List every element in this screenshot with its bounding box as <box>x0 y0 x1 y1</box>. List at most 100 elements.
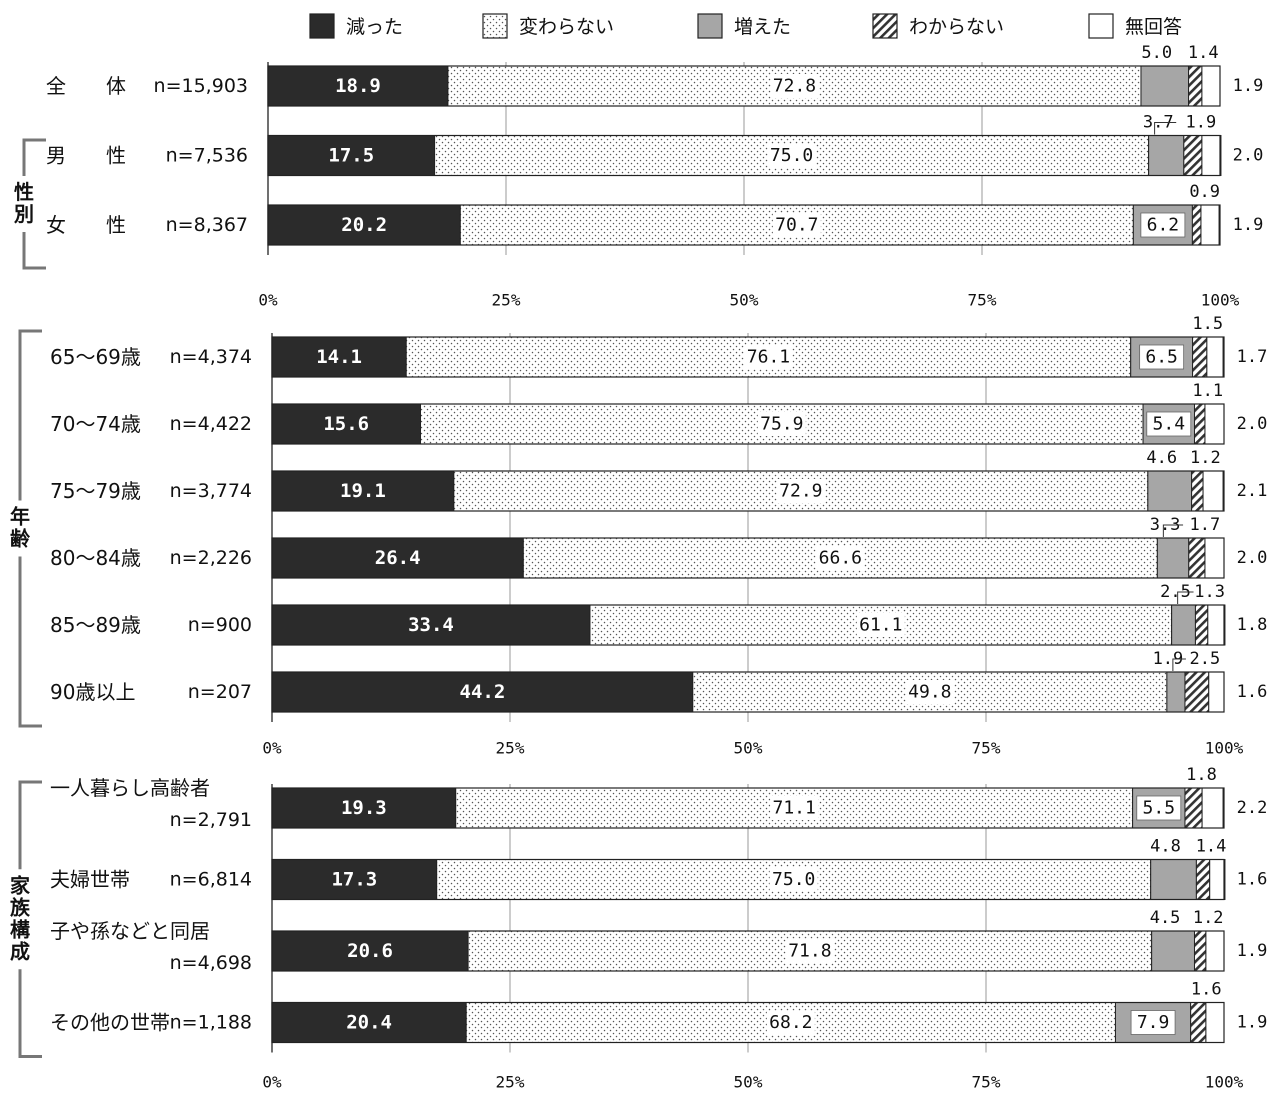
row-label: 一人暮らし高齢者 <box>50 776 210 800</box>
value-label-bg <box>770 74 819 98</box>
value-label-unchanged: 71.8 <box>788 941 831 962</box>
value-label-increased: 5.5 <box>1143 798 1176 819</box>
value-label-bg <box>1130 1010 1176 1035</box>
value-label-bg <box>1139 344 1185 370</box>
value-label-increased: 5.0 <box>1141 43 1172 63</box>
tick-label: 0% <box>262 739 282 758</box>
bar-frame <box>271 336 1225 378</box>
value-label-decreased: 18.9 <box>335 75 381 97</box>
value-label-increased: 5.4 <box>1153 414 1186 435</box>
value-label-unknown: 0.9 <box>1189 182 1220 202</box>
tick-label: 25% <box>496 739 525 758</box>
value-label-decreased: 20.4 <box>346 1012 392 1034</box>
bar-row: 子や孫などと同居 n=4,698 20.6 71.8 4.5 1.2 1.9 <box>50 908 1267 974</box>
bar-segment-no_answer <box>1201 787 1224 829</box>
value-label-no-answer: 1.9 <box>1233 215 1264 235</box>
bar-frame <box>271 671 1225 713</box>
group-bracket: 性別 <box>14 138 46 270</box>
row-label: 男 性 <box>46 144 126 168</box>
bar-row: 80～84歳 n=2,226 26.4 66.63.3 1.72.0 <box>50 515 1267 579</box>
value-label-unknown: 1.9 <box>1186 113 1217 133</box>
value-label-unknown: 1.6 <box>1191 980 1222 1000</box>
value-label-bg <box>767 143 816 168</box>
row-n: n=4,374 <box>170 346 252 368</box>
row-label: 子や孫などと同居 <box>50 919 210 943</box>
legend-label-unknown: わからない <box>909 16 1004 38</box>
bar-segment-no_answer <box>1202 470 1224 512</box>
bar-segment-unknown <box>1193 930 1207 972</box>
panel-1: 0% 25% 50% 75% 100% 全 体 n=15,903 18.9 72.8 5.0 1.4… <box>14 43 1263 310</box>
bar-segment-unknown <box>1184 671 1210 713</box>
row-label: 70～74歳 <box>50 412 141 436</box>
value-label-unchanged: 71.1 <box>772 798 815 819</box>
row-label: 75～79歳 <box>50 479 141 503</box>
tick-label: 50% <box>734 1073 763 1092</box>
row-n: n=3,774 <box>170 480 252 502</box>
group-label: 性別 <box>14 180 34 226</box>
bar-segment-unknown <box>1188 537 1206 579</box>
value-label-decreased: 33.4 <box>408 614 454 636</box>
value-label-unchanged: 72.8 <box>773 76 816 97</box>
row-n: n=900 <box>188 614 252 636</box>
row-n: n=8,367 <box>166 214 248 236</box>
value-label-unknown: 1.4 <box>1188 43 1219 63</box>
value-label-unchanged: 68.2 <box>769 1012 812 1033</box>
bar-segment-unknown <box>1191 470 1204 512</box>
tick-label: 50% <box>734 739 763 758</box>
tick-label: 75% <box>968 291 997 310</box>
bar-segment-increased <box>1166 671 1186 713</box>
bar-segment-increased <box>1156 537 1190 579</box>
value-label-no-answer: 1.6 <box>1237 682 1268 702</box>
value-label-no-answer: 1.7 <box>1237 347 1268 367</box>
value-label-unchanged: 70.7 <box>775 215 818 236</box>
leader-line <box>1177 591 1194 604</box>
value-label-bg <box>757 412 806 436</box>
group-bracket: 年齢 <box>10 329 42 728</box>
value-label-no-answer: 1.9 <box>1237 1013 1268 1033</box>
panel-3: 0% 25% 50% 75% 100% 一人暮らし高齢者 n=2,791 19.3 71.1 5.… <box>10 765 1267 1092</box>
bar-segment-unknown <box>1195 859 1211 900</box>
value-label-increased: 2.5 <box>1160 582 1191 602</box>
legend-label-increased: 増えた <box>734 16 791 38</box>
row-label: 全 体 <box>46 74 126 98</box>
tick-label: 75% <box>972 739 1001 758</box>
value-label-decreased: 44.2 <box>460 681 506 703</box>
group-label: 家族構成 <box>10 873 31 963</box>
bar-row: 男 性 n=7,536 17.5 75.03.7 1.92.0 <box>46 113 1264 177</box>
bracket-line <box>18 780 42 870</box>
bar-frame <box>271 604 1225 646</box>
bar-row: 女 性 n=8,367 20.2 70.7 6.2 0.9 1.9 <box>46 182 1264 246</box>
tick-label: 100% <box>1205 1073 1244 1092</box>
row-label: 90歳以上 <box>50 680 135 704</box>
row-label: その他の世帯 <box>50 1011 170 1035</box>
value-label-unchanged: 72.9 <box>779 481 822 502</box>
value-label-bg <box>776 479 825 503</box>
value-label-decreased: 17.3 <box>331 869 377 891</box>
value-label-bg <box>1136 795 1182 821</box>
value-label-increased: 4.6 <box>1146 448 1177 468</box>
row-n: n=2,791 <box>170 809 252 831</box>
bar-row: その他の世帯 n=1,188 20.4 68.2 7.9 1.6 1.9 <box>50 980 1268 1044</box>
bar-frame <box>271 537 1225 579</box>
bar-row: 70～74歳 n=4,422 15.6 75.9 5.4 1.1 2.0 <box>50 381 1267 445</box>
row-label: 65～69歳 <box>50 345 141 369</box>
tick-label: 75% <box>972 1073 1001 1092</box>
row-n: n=7,536 <box>166 145 248 167</box>
group-label: 年齢 <box>10 505 31 551</box>
value-label-bg <box>744 345 793 369</box>
value-label-bg <box>772 213 821 237</box>
tick-label: 100% <box>1205 739 1244 758</box>
row-n: n=4,698 <box>170 952 252 974</box>
row-label: 女 性 <box>46 213 126 237</box>
tick-label: 25% <box>496 1073 525 1092</box>
value-label-bg <box>1140 212 1186 238</box>
bar-frame <box>267 134 1221 177</box>
plot-area: 0% 25% 50% 75% 100% 全 体 n=15,903 18.9 72.8 5.0 1.4… <box>10 43 1267 1092</box>
legend-label-no_answer: 無回答 <box>1125 16 1182 38</box>
bar-segment-no_answer <box>1205 930 1225 972</box>
row-n: n=207 <box>188 681 252 703</box>
value-label-increased: 4.8 <box>1150 837 1181 857</box>
value-label-no-answer: 2.0 <box>1233 146 1264 166</box>
value-label-unknown: 1.1 <box>1192 381 1223 401</box>
bar-segment-unknown <box>1183 135 1203 176</box>
